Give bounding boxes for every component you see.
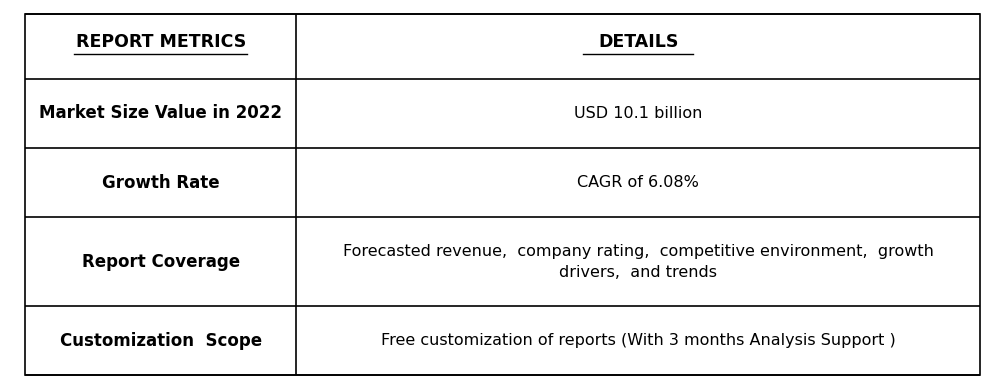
Text: Customization  Scope: Customization Scope: [59, 332, 261, 350]
Text: CAGR of 6.08%: CAGR of 6.08%: [577, 175, 699, 190]
Text: DETAILS: DETAILS: [598, 33, 678, 51]
Text: Free customization of reports (With 3 months Analysis Support ): Free customization of reports (With 3 mo…: [381, 333, 895, 348]
Text: Growth Rate: Growth Rate: [102, 173, 219, 192]
Text: Forecasted revenue,  company rating,  competitive environment,  growth
drivers, : Forecasted revenue, company rating, comp…: [343, 244, 934, 280]
Text: Report Coverage: Report Coverage: [81, 253, 240, 271]
Text: Market Size Value in 2022: Market Size Value in 2022: [39, 105, 282, 123]
Text: REPORT METRICS: REPORT METRICS: [75, 33, 246, 51]
Text: USD 10.1 billion: USD 10.1 billion: [574, 106, 702, 121]
